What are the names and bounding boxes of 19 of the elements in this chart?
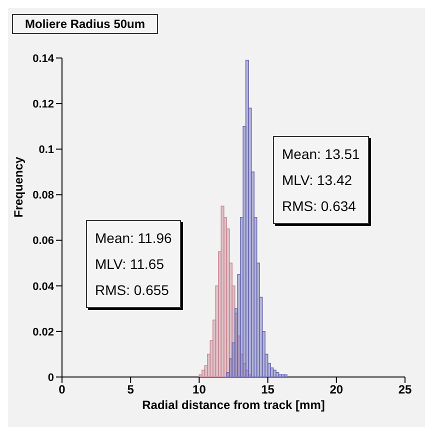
x-tick-label: 25 bbox=[398, 382, 412, 397]
y-tick-label: 0.08 bbox=[32, 190, 54, 202]
chart-title: Moliere Radius 50um bbox=[12, 14, 158, 34]
x-tick-label: 5 bbox=[127, 382, 134, 397]
y-axis-title: Frequency bbox=[11, 156, 26, 218]
y-tick-label: 0.14 bbox=[32, 52, 55, 65]
x-tick-label: 15 bbox=[261, 382, 275, 397]
annotation: Mean: 11.96 MLV: 11.65 RMS: 0.655 bbox=[86, 220, 181, 308]
y-tick-label: 0.1 bbox=[38, 144, 54, 156]
x-tick-label: 20 bbox=[330, 382, 344, 397]
x-tick-label: 10 bbox=[192, 382, 206, 397]
y-tick-label: 0.02 bbox=[32, 326, 54, 338]
y-tick-label: 0.12 bbox=[32, 98, 54, 110]
y-tick-label: 0 bbox=[48, 372, 54, 384]
annotation: Mean: 13.51 MLV: 13.42 RMS: 0.634 bbox=[273, 136, 369, 224]
x-tick-label: 0 bbox=[58, 382, 66, 397]
x-axis-title: Radial distance from track [mm] bbox=[142, 398, 325, 412]
y-tick-label: 0.04 bbox=[32, 280, 55, 293]
y-tick-label: 0.06 bbox=[32, 235, 54, 248]
